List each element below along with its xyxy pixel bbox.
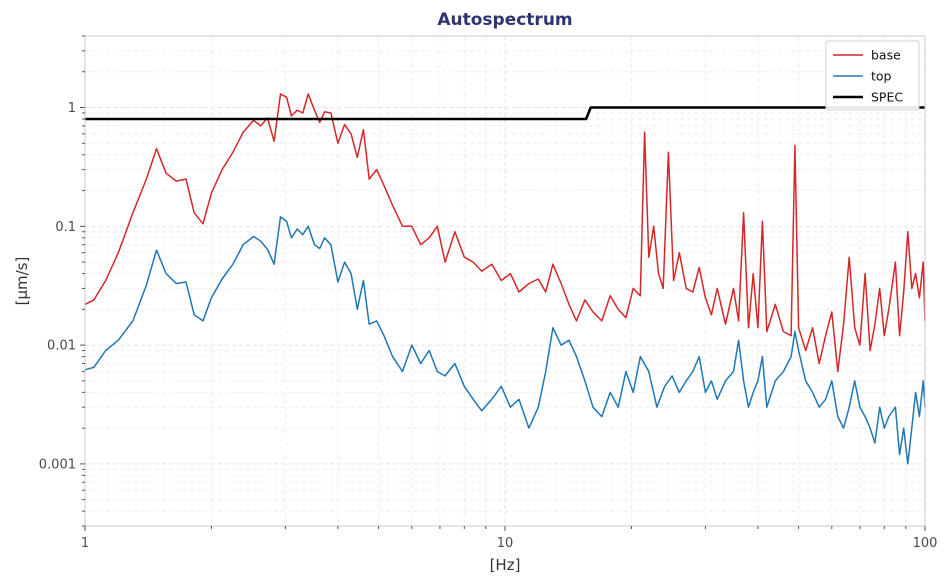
series-line-base xyxy=(84,93,926,373)
legend: base top SPEC xyxy=(825,40,920,111)
x-tick-label: 1 xyxy=(81,536,89,551)
legend-label-base: base xyxy=(871,48,901,63)
legend-label-spec: SPEC xyxy=(871,90,903,105)
y-tick-label: 1 xyxy=(68,101,76,116)
y-tick-label: 0.1 xyxy=(55,220,76,235)
y-tick-label: 0.001 xyxy=(39,457,76,472)
series-layer xyxy=(84,93,926,465)
x-tick-label: 10 xyxy=(497,536,514,551)
x-tick-label: 100 xyxy=(913,536,938,551)
chart-title: Autospectrum xyxy=(437,10,572,30)
series-line-spec xyxy=(85,106,925,121)
axis-ticks: 1 10 100 0.001 0.01 0.1 1 xyxy=(39,35,938,551)
legend-label-top: top xyxy=(871,69,892,84)
legend-box xyxy=(825,40,920,111)
grid xyxy=(84,35,926,527)
y-axis-label: [μm/s] xyxy=(13,257,31,306)
series-line-top xyxy=(84,216,926,465)
x-axis-label: [Hz] xyxy=(490,556,521,574)
y-tick-label: 0.01 xyxy=(47,339,76,354)
